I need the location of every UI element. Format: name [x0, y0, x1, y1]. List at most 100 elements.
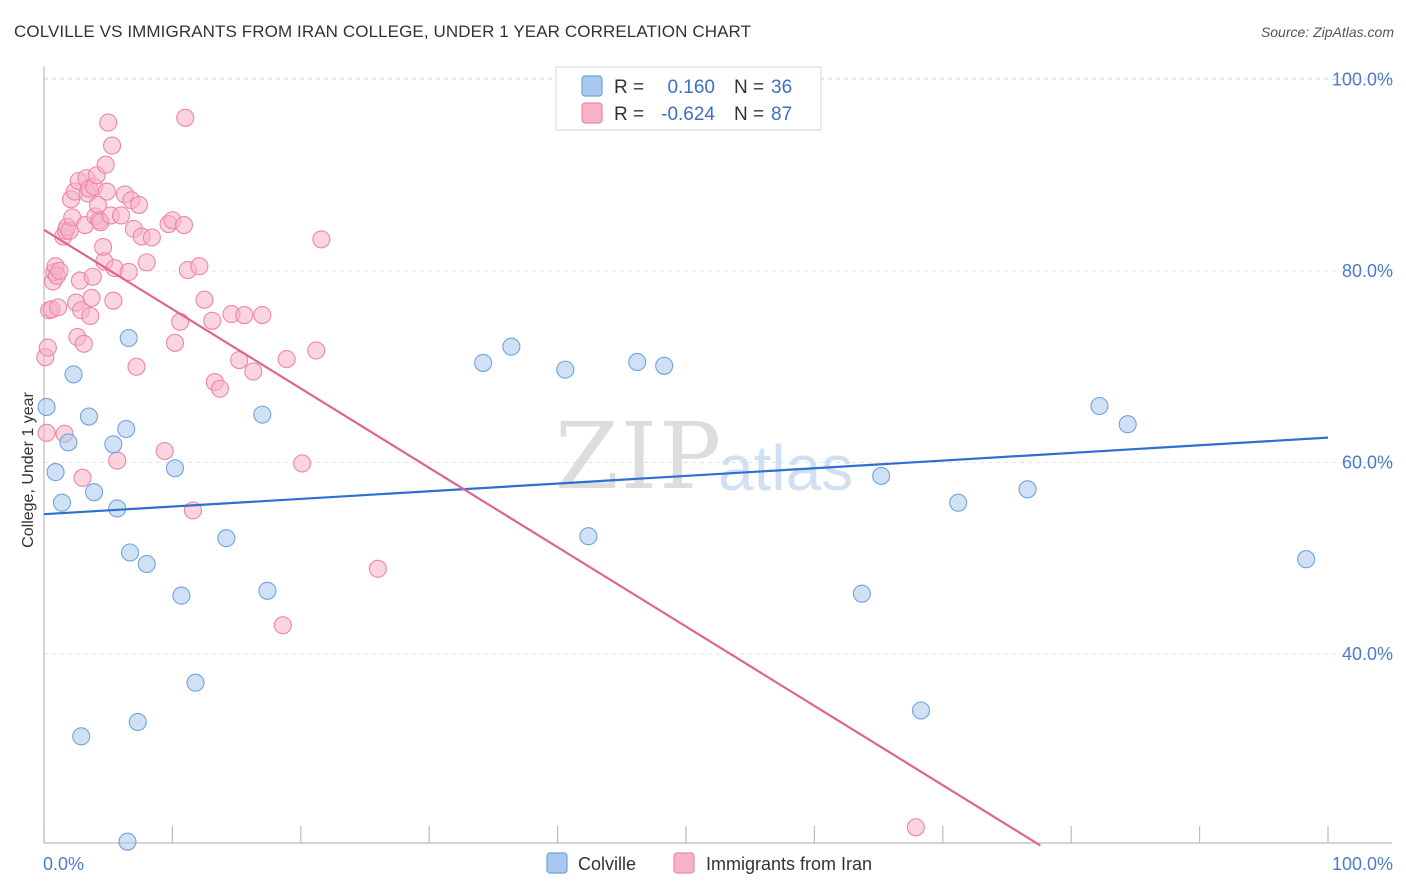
- colville-point: [117, 419, 136, 439]
- legend-label-colville: Colville: [578, 854, 636, 874]
- colville-point: [655, 356, 674, 375]
- series-iran-points: [36, 108, 925, 837]
- source-label: Source: ZipAtlas.com: [1260, 24, 1394, 40]
- iran-point: [81, 306, 100, 326]
- colville-point: [104, 435, 123, 454]
- iran-point: [155, 441, 174, 461]
- iran-point: [49, 298, 68, 317]
- series-colville-points: [37, 70, 1316, 851]
- legend-bottom: Colville Immigrants from Iran: [546, 852, 872, 874]
- legend-swatch-iran: [581, 102, 603, 124]
- iran-point: [119, 262, 138, 282]
- chart-title: COLVILLE VS IMMIGRANTS FROM IRAN COLLEGE…: [14, 22, 752, 41]
- iran-point: [244, 362, 263, 381]
- colville-point: [1297, 550, 1316, 569]
- watermark-zip: ZIP: [555, 403, 723, 510]
- colville-point: [59, 433, 78, 452]
- colville-point: [258, 581, 277, 600]
- iran-point: [74, 334, 93, 353]
- iran-trend-line: [43, 228, 1041, 847]
- iran-point: [273, 616, 292, 635]
- iran-point: [176, 108, 195, 127]
- colville-point: [128, 712, 147, 732]
- colville-point: [165, 459, 185, 478]
- colville-point: [911, 701, 931, 720]
- iran-point: [127, 357, 146, 376]
- legend-label-iran: Immigrants from Iran: [706, 854, 872, 874]
- iran-point: [99, 113, 118, 132]
- colville-point: [72, 727, 91, 746]
- y-tick-label: 100.0%: [1332, 70, 1393, 90]
- colville-point: [186, 673, 205, 692]
- iran-point: [97, 182, 116, 201]
- iran-point: [368, 559, 387, 578]
- colville-point: [64, 365, 83, 384]
- iran-point: [312, 230, 331, 249]
- y-tick-label: 80.0%: [1342, 261, 1393, 281]
- iran-point: [38, 338, 57, 357]
- legend-r-value: 0.160: [667, 77, 715, 98]
- iran-point: [174, 215, 194, 235]
- colville-point: [79, 407, 98, 426]
- iran-point: [111, 206, 131, 225]
- x-tick-label: 100.0%: [1332, 854, 1393, 874]
- colville-point: [120, 543, 140, 562]
- y-tick-labels: 40.0% 60.0% 80.0% 100.0%: [1332, 70, 1393, 665]
- iran-point: [129, 195, 149, 214]
- iran-point: [307, 341, 326, 360]
- x-tick-label: 0.0%: [43, 854, 84, 874]
- colville-point: [119, 328, 138, 348]
- legend-n-label: N =: [734, 77, 764, 98]
- iran-point: [906, 818, 925, 837]
- iran-point: [137, 253, 156, 272]
- y-tick-label: 60.0%: [1342, 453, 1393, 473]
- colville-point: [1090, 396, 1109, 416]
- colville-point: [52, 493, 72, 512]
- iran-point: [165, 333, 185, 352]
- trend-lines: [43, 228, 1329, 847]
- colville-point: [1118, 415, 1137, 434]
- legend-r-label: R =: [614, 77, 644, 98]
- colville-point: [556, 360, 575, 379]
- iran-point: [108, 451, 127, 470]
- legend-r-value: -0.624: [661, 104, 715, 125]
- iran-point: [96, 155, 115, 174]
- iran-point: [37, 423, 56, 442]
- colville-point: [502, 337, 521, 356]
- iran-point: [253, 305, 272, 325]
- iran-point: [171, 312, 190, 331]
- iran-point: [277, 350, 296, 369]
- colville-point: [474, 353, 493, 372]
- legend-swatch-colville: [581, 75, 603, 97]
- legend-n-value: 87: [771, 104, 792, 125]
- legend-n-label: N =: [734, 104, 764, 125]
- colville-point: [579, 527, 598, 546]
- iran-point: [203, 311, 222, 330]
- colville-point: [37, 397, 56, 417]
- iran-point: [195, 290, 214, 309]
- colville-point: [949, 493, 968, 512]
- colville-trend-line: [43, 436, 1329, 516]
- iran-point: [104, 291, 123, 310]
- colville-point: [872, 466, 891, 485]
- iran-point: [50, 261, 69, 281]
- iran-point: [82, 288, 101, 307]
- colville-point: [253, 405, 272, 424]
- iran-point: [142, 228, 161, 247]
- legend-r-label: R =: [614, 104, 644, 125]
- iran-point: [210, 379, 229, 398]
- colville-point: [137, 554, 156, 574]
- legend-n-value: 36: [771, 77, 792, 98]
- colville-point: [628, 352, 647, 372]
- iran-point: [293, 454, 312, 473]
- colville-point: [217, 529, 236, 548]
- iran-point: [103, 136, 122, 155]
- iran-point: [83, 267, 102, 286]
- legend-swatch-iran: [673, 852, 695, 874]
- iran-point: [235, 305, 254, 325]
- colville-point: [1018, 480, 1037, 499]
- iran-point: [190, 257, 209, 276]
- iran-point: [73, 468, 92, 487]
- colville-point: [85, 483, 104, 502]
